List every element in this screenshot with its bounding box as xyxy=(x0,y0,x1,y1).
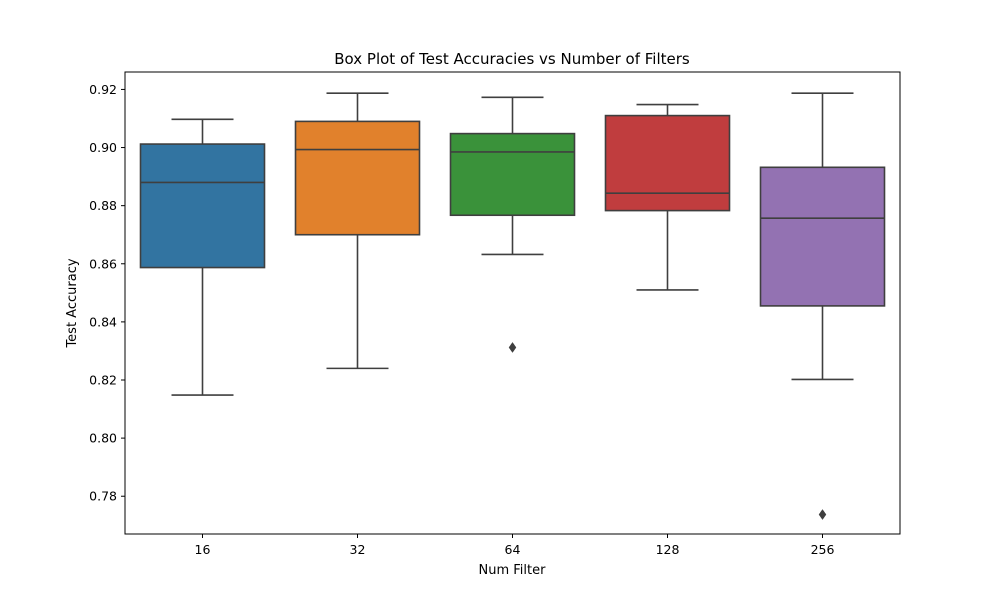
y-tick-label: 0.82 xyxy=(89,373,117,388)
x-tick-label: 128 xyxy=(656,542,680,557)
y-tick-label: 0.80 xyxy=(89,431,117,446)
x-tick-label: 256 xyxy=(811,542,835,557)
box-iqr xyxy=(139,143,266,269)
box-iqr xyxy=(604,114,731,212)
boxes-layer xyxy=(139,92,886,520)
y-tick-label: 0.84 xyxy=(89,314,117,329)
y-tick-label: 0.90 xyxy=(89,140,117,155)
box-iqr xyxy=(449,132,576,217)
x-tick-label: 64 xyxy=(505,542,521,557)
y-tick-label: 0.86 xyxy=(89,256,117,271)
y-axis-ticks: 0.78 0.80 0.82 0.84 0.86 0.88 0.90 0.92 xyxy=(89,82,125,504)
x-axis-label: Num Filter xyxy=(479,563,547,578)
y-tick-label: 0.92 xyxy=(89,82,117,97)
box-iqr xyxy=(294,120,421,236)
x-axis-ticks: 16 32 64 128 256 xyxy=(195,534,835,557)
box-group-64 xyxy=(449,96,576,353)
plot-frame xyxy=(124,71,901,535)
chart-title: Box Plot of Test Accuracies vs Number of… xyxy=(334,50,690,68)
y-tick-label: 0.88 xyxy=(89,198,117,213)
outlier-point xyxy=(818,509,827,520)
x-tick-label: 16 xyxy=(195,542,211,557)
y-tick-label: 0.78 xyxy=(89,489,117,504)
box-group-32 xyxy=(294,92,421,370)
box-iqr xyxy=(759,166,886,307)
box-group-256 xyxy=(759,92,886,520)
y-axis-label: Test Accuracy xyxy=(65,258,80,348)
box-group-128 xyxy=(604,103,731,291)
outlier-point xyxy=(508,342,517,353)
box-group-16 xyxy=(139,118,266,396)
x-tick-label: 32 xyxy=(350,542,366,557)
